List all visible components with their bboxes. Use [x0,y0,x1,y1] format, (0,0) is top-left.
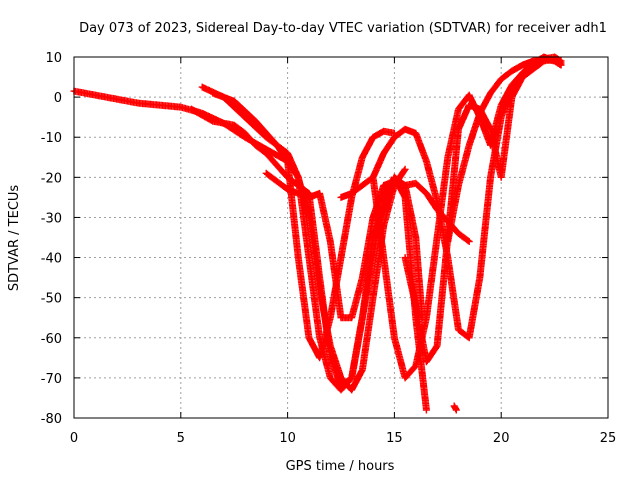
series-markers [450,402,460,414]
grid [74,57,608,418]
y-tick-label: -30 [41,211,62,226]
x-axis-label: GPS time / hours [286,459,395,474]
x-tick-label: 25 [600,431,617,446]
y-tick-label: -40 [41,252,62,267]
series-track-7 [369,53,565,382]
x-axis: 0 5 10 15 20 25 [70,57,616,446]
plot-area [70,53,565,414]
chart-title: Day 073 of 2023, Sidereal Day-to-day VTE… [79,21,607,36]
x-tick-label: 15 [386,431,403,446]
y-tick-label: -60 [41,332,62,347]
y-axis-label: SDTVAR / TECUs [7,185,22,292]
y-axis: 10 0 -10 -20 -30 -40 -50 -60 -70 -80 [41,51,608,427]
x-tick-label: 20 [493,431,510,446]
y-tick-label: -80 [41,412,62,427]
series-track-9 [444,55,565,245]
series-track-4 [209,89,409,394]
series-track-10 [450,402,460,414]
plot-frame [73,56,609,419]
y-tick-label: -20 [41,171,62,186]
y-tick-label: -10 [41,131,62,146]
y-tick-label: 0 [54,91,62,106]
y-tick-label: -70 [41,372,62,387]
x-tick-label: 10 [279,431,296,446]
x-tick-label: 0 [70,431,78,446]
y-tick-label: -50 [41,292,62,307]
y-tick-label: 10 [45,51,62,66]
x-tick-label: 5 [177,431,185,446]
